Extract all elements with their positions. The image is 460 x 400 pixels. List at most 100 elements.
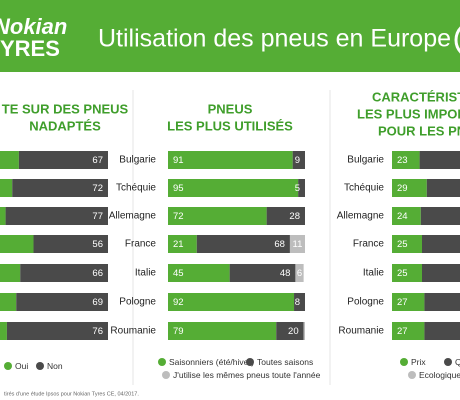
value-label: 20 [288, 326, 299, 337]
bar-segment [266, 207, 305, 225]
legend-swatch [408, 371, 416, 379]
legend-label: Oui [15, 361, 28, 371]
legend-swatch [444, 358, 452, 366]
chart-title: LES PLUS UTILISÉS [167, 118, 293, 133]
value-label: 48 [280, 268, 291, 279]
logo-bottom: YRES [0, 36, 60, 61]
category-label: France [353, 239, 385, 250]
bar-segment [168, 235, 197, 253]
value-label: 5 [295, 183, 300, 194]
category-label: Bulgarie [119, 155, 156, 166]
value-label: 28 [289, 211, 300, 222]
legend-swatch [4, 362, 12, 370]
bar-segment [168, 293, 295, 311]
category-label: Allemagne [109, 211, 157, 222]
category-label: Pologne [347, 297, 384, 308]
value-label: 79 [173, 326, 184, 337]
bar-segment [424, 322, 460, 340]
value-label: 21 [173, 239, 184, 250]
value-label: 25 [397, 239, 408, 250]
value-label: 72 [173, 211, 184, 222]
bar-segment [419, 151, 460, 169]
value-label: 77 [92, 211, 103, 222]
value-label: 76 [92, 326, 103, 337]
category-label: Bulgarie [347, 155, 384, 166]
chart-title: PNEUS [208, 101, 253, 116]
value-label: 25 [397, 268, 408, 279]
bar-segment [289, 235, 305, 253]
chart-title: CARACTÉRISTI [372, 89, 460, 104]
bar-segment [18, 151, 108, 169]
chart-title: TE SUR DES PNEUS [2, 101, 129, 116]
bar-segment [0, 293, 17, 311]
bar-segment [292, 151, 305, 169]
chart-title: LES PLUS IMPOR [357, 106, 460, 121]
bar-segment [33, 235, 108, 253]
value-label: 6 [297, 268, 302, 279]
value-label: 95 [173, 183, 184, 194]
bar-segment [0, 207, 6, 225]
bar-segment [392, 293, 425, 311]
category-label: Tchéquie [116, 183, 156, 194]
header-band [0, 0, 460, 72]
legend-label: Ecologique [419, 370, 460, 380]
category-label: Italie [135, 268, 157, 279]
bar-segment [392, 264, 422, 282]
bar-segment [422, 264, 460, 282]
category-label: Pologne [119, 297, 156, 308]
bar-segment [392, 151, 420, 169]
bar-segment [12, 179, 109, 197]
bar-segment [20, 264, 108, 282]
legend-swatch [400, 358, 408, 366]
value-label: 69 [92, 297, 103, 308]
chart-title: POUR LES PNE [378, 123, 460, 138]
bar-segment [276, 322, 304, 340]
bar-segment [6, 322, 109, 340]
legend-swatch [36, 362, 44, 370]
legend-swatch [162, 371, 170, 379]
category-label: Tchéquie [344, 183, 384, 194]
value-label: 67 [92, 155, 103, 166]
value-label: 29 [397, 183, 408, 194]
bar-segment [392, 207, 421, 225]
value-label: 8 [295, 297, 300, 308]
footnote: tirés d'une étude Ipsos pour Nokian Tyre… [4, 391, 139, 397]
bar-segment [5, 207, 109, 225]
value-label: 23 [397, 155, 408, 166]
bar-segment [168, 264, 230, 282]
bar-segment [168, 151, 293, 169]
bar-segment [168, 322, 277, 340]
value-label: 45 [173, 268, 184, 279]
bar-segment [298, 179, 305, 197]
bar-segment [0, 322, 7, 340]
bar-segment [392, 179, 427, 197]
value-label: 91 [173, 155, 184, 166]
value-label: 68 [274, 239, 285, 250]
bar-segment [0, 179, 13, 197]
value-label: 11 [293, 239, 303, 250]
value-label: 66 [92, 268, 103, 279]
bar-segment [0, 235, 34, 253]
value-label: 72 [92, 183, 103, 194]
legend-label: Saisonniers (été/hiver) [169, 357, 254, 367]
bar-segment [295, 264, 304, 282]
legend-label: Qualit [455, 357, 460, 367]
bar-segment [303, 322, 305, 340]
value-label: 9 [295, 155, 300, 166]
category-label: Roumanie [110, 326, 156, 337]
value-label: 92 [173, 297, 184, 308]
legend-swatch [246, 358, 254, 366]
logo-top: Nokian [0, 14, 67, 39]
category-label: France [125, 239, 157, 250]
bar-segment [424, 293, 460, 311]
category-label: Roumanie [338, 326, 384, 337]
bar-segment [422, 235, 460, 253]
bar-segment [168, 179, 299, 197]
bar-segment [0, 151, 19, 169]
value-label: 27 [397, 326, 408, 337]
bar-segment [294, 293, 305, 311]
value-label: 56 [92, 239, 103, 250]
legend-swatch [158, 358, 166, 366]
bar-segment [392, 322, 425, 340]
